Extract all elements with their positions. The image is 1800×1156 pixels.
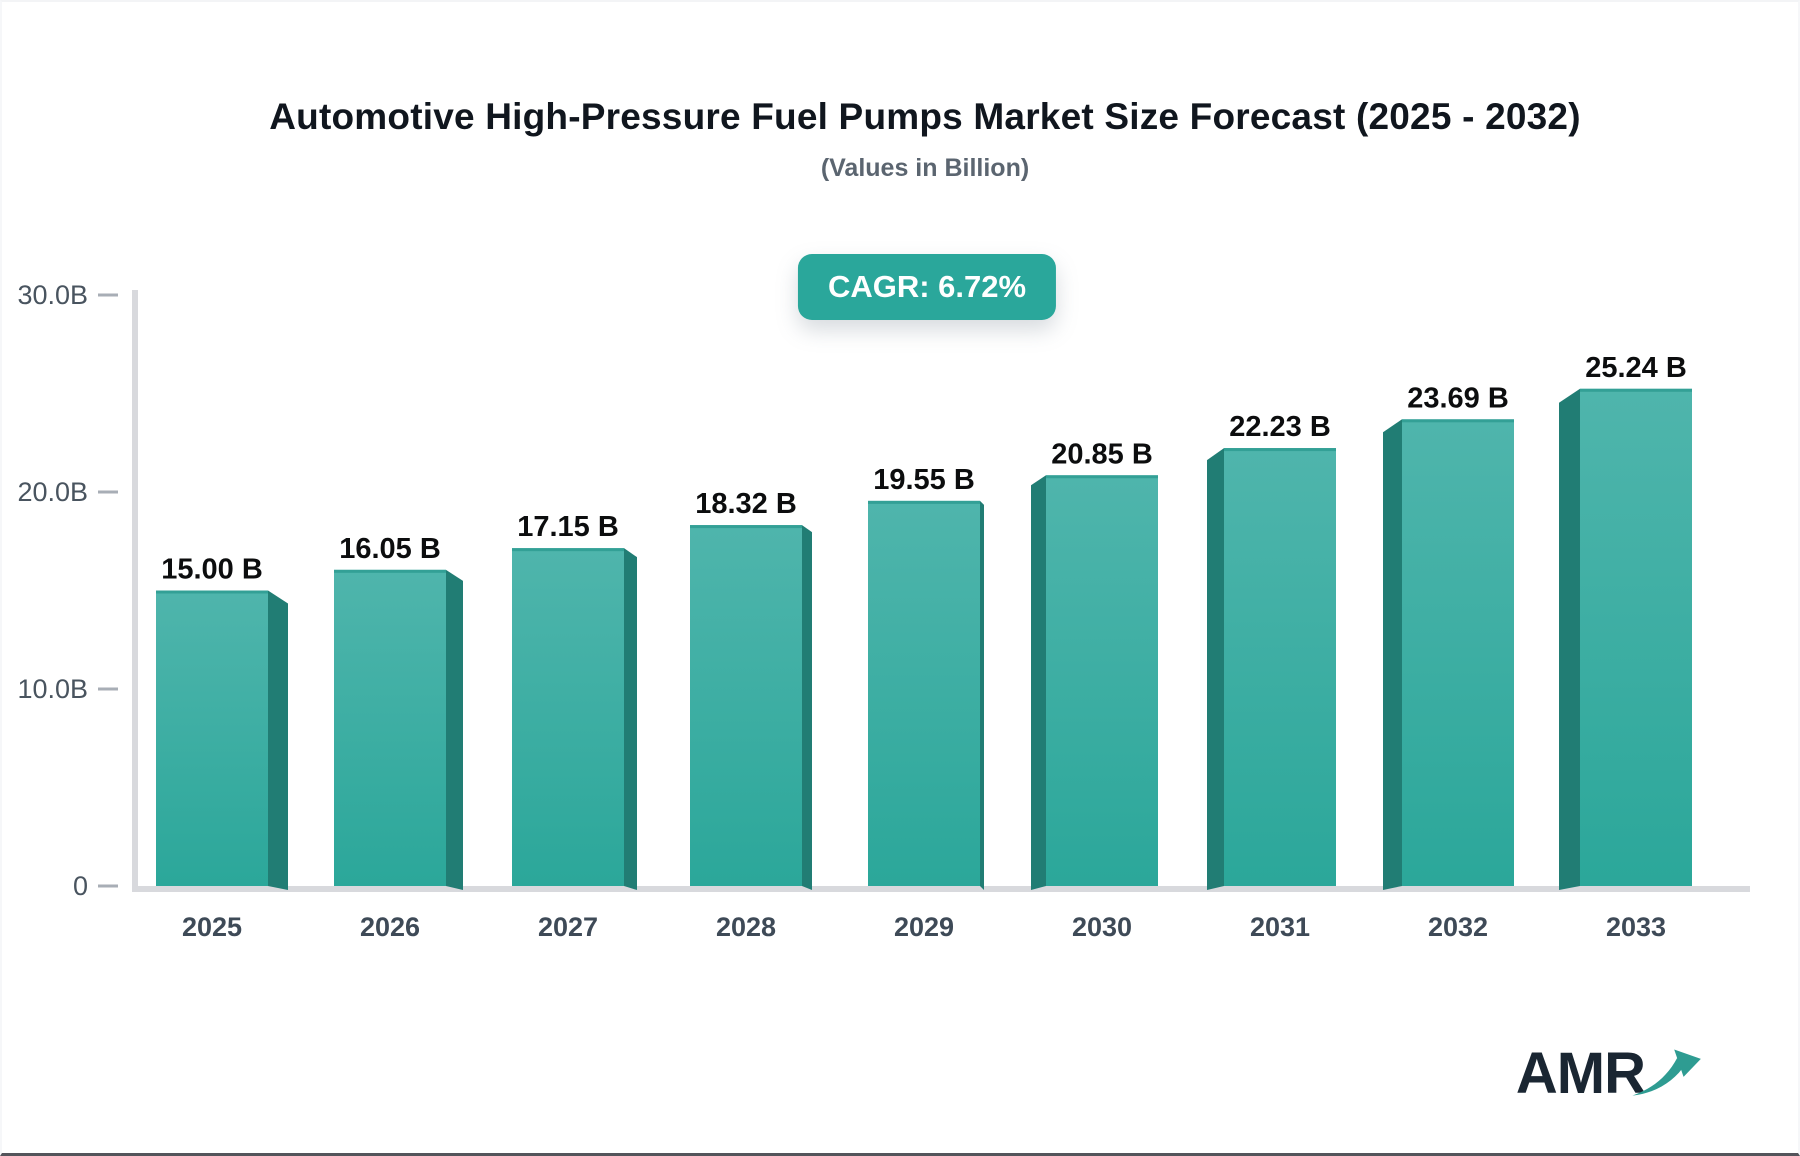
bar-top-edge bbox=[1402, 419, 1514, 423]
bar-side-face bbox=[802, 525, 812, 890]
bar-top-edge bbox=[868, 500, 980, 504]
y-tick-label: 0 bbox=[73, 871, 88, 901]
bar-top-edge bbox=[1224, 448, 1336, 452]
x-axis-label: 2032 bbox=[1428, 912, 1488, 942]
x-axis-label: 2027 bbox=[538, 912, 598, 942]
bar-2033: 25.24 B 2033 bbox=[1559, 352, 1692, 942]
y-tick-label: 10.0B bbox=[17, 674, 88, 704]
bar-top-edge bbox=[156, 590, 268, 594]
bar-side-face bbox=[1207, 448, 1224, 890]
bar-top-edge bbox=[512, 548, 624, 552]
bar-top-edge bbox=[1046, 475, 1158, 479]
bar-face bbox=[1580, 388, 1692, 886]
bar-top-edge bbox=[1580, 388, 1692, 392]
bar-face bbox=[1046, 475, 1158, 886]
chart-subtitle: (Values in Billion) bbox=[820, 154, 1030, 182]
bar-face bbox=[156, 590, 268, 886]
y-tick-label: 20.0B bbox=[17, 477, 88, 507]
bar-side-face bbox=[268, 590, 288, 890]
bar-top-edge bbox=[334, 569, 446, 573]
bar-value-label: 22.23 B bbox=[1229, 411, 1331, 443]
bar-side-face bbox=[1031, 475, 1046, 890]
amr-logo: AMR bbox=[1516, 1045, 1703, 1103]
bar-2026: 16.05 B 2026 bbox=[334, 533, 463, 942]
bar-face bbox=[334, 569, 446, 886]
bar-value-label: 17.15 B bbox=[517, 511, 619, 543]
bar-value-label: 15.00 B bbox=[161, 554, 263, 586]
bar-side-face bbox=[980, 500, 984, 890]
x-axis-label: 2033 bbox=[1606, 912, 1666, 942]
y-axis-line bbox=[132, 290, 138, 892]
bar-side-face bbox=[1383, 419, 1402, 890]
bar-value-label: 19.55 B bbox=[873, 464, 975, 496]
x-axis-label: 2031 bbox=[1250, 912, 1310, 942]
bar-face bbox=[1402, 419, 1514, 886]
bar-face bbox=[868, 500, 980, 886]
growth-arrow-icon bbox=[1632, 1049, 1701, 1096]
bar-side-face bbox=[1559, 388, 1580, 890]
bar-value-label: 16.05 B bbox=[339, 533, 441, 565]
bar-value-label: 18.32 B bbox=[695, 488, 797, 520]
bar-2029: 19.55 B 2029 bbox=[868, 464, 984, 942]
y-tick-label: 30.0B bbox=[17, 280, 88, 310]
bar-2027: 17.15 B 2027 bbox=[512, 511, 637, 942]
bar-value-label: 23.69 B bbox=[1407, 382, 1509, 414]
x-axis-baseline bbox=[132, 886, 1750, 892]
chart-header: Automotive High-Pressure Fuel Pumps Mark… bbox=[52, 2, 1798, 183]
bar-side-face bbox=[446, 569, 463, 890]
bar-2030: 20.85 B 2030 bbox=[1031, 438, 1158, 942]
bar-value-label: 20.85 B bbox=[1051, 438, 1153, 470]
bar-side-face bbox=[624, 548, 637, 890]
x-axis-label: 2025 bbox=[182, 912, 242, 942]
bar-2025: 15.00 B 2025 bbox=[156, 554, 288, 942]
cagr-badge: CAGR: 6.72% bbox=[797, 254, 1057, 320]
x-axis-label: 2029 bbox=[894, 912, 954, 942]
amr-logo-text: AMR bbox=[1515, 1041, 1646, 1106]
y-tick-mark bbox=[98, 884, 118, 888]
bar-2031: 22.23 B 2031 bbox=[1207, 411, 1336, 942]
bar-face bbox=[512, 548, 624, 886]
chart-title: Automotive High-Pressure Fuel Pumps Mark… bbox=[269, 96, 1581, 137]
x-axis-label: 2028 bbox=[716, 912, 776, 942]
bar-face bbox=[1224, 448, 1336, 886]
y-tick-mark bbox=[98, 687, 118, 691]
x-axis-label: 2030 bbox=[1072, 912, 1132, 942]
bar-value-label: 25.24 B bbox=[1585, 352, 1687, 384]
y-tick-mark bbox=[98, 490, 118, 494]
x-axis-label: 2026 bbox=[360, 912, 420, 942]
bar-2032: 23.69 B 2032 bbox=[1383, 382, 1514, 942]
bar-face bbox=[690, 525, 802, 886]
bar-top-edge bbox=[690, 525, 802, 529]
y-tick-mark bbox=[98, 293, 118, 297]
bar-2028: 18.32 B 2028 bbox=[690, 488, 812, 942]
